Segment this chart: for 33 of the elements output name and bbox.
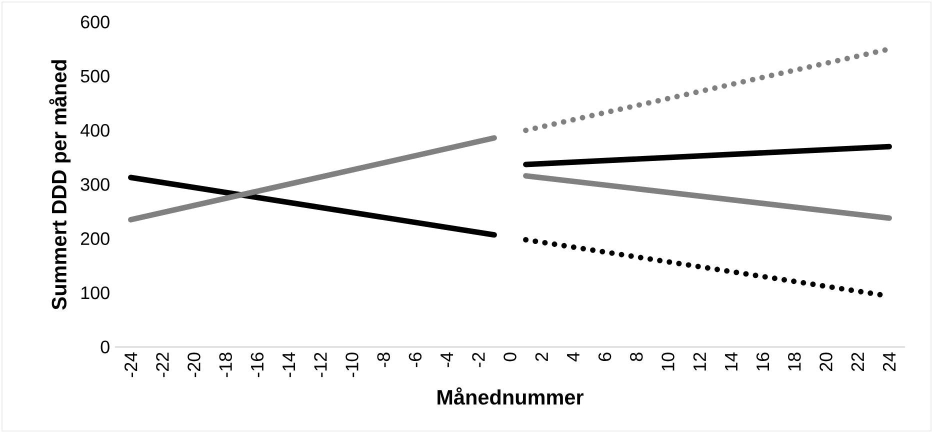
x-tick-label: 10 (662, 352, 674, 371)
y-tick-label: 100 (81, 286, 110, 300)
y-axis-title: Summert DDD per måned (49, 60, 71, 310)
x-tick-label: -22 (156, 352, 169, 378)
y-tick-label: 200 (81, 232, 110, 246)
x-tick-label: 8 (630, 352, 643, 362)
x-tick-label: -2 (472, 352, 485, 368)
y-tick-label: 500 (80, 70, 110, 83)
x-tick-label: 20 (820, 352, 832, 371)
x-tick-label: -24 (124, 352, 138, 378)
x-tick-label: -8 (377, 352, 390, 368)
y-tick-label: 600 (81, 16, 110, 28)
x-tick-label: 14 (725, 352, 738, 371)
x-tick-label: 18 (788, 352, 801, 371)
x-tick-label: -6 (408, 352, 422, 368)
x-tick-label: 16 (756, 352, 770, 371)
x-tick-label: -20 (188, 352, 200, 378)
y-tick-label: 300 (80, 178, 110, 191)
x-tick-label: -12 (314, 352, 327, 378)
x-tick-label: -4 (440, 352, 453, 368)
x-tick-label: 24 (882, 352, 896, 371)
y-tick-label: 400 (80, 124, 110, 137)
x-tick-label: -18 (219, 352, 232, 378)
x-tick-label: 0 (504, 352, 516, 362)
x-tick-label: 4 (567, 352, 580, 362)
x-tick-label: 22 (851, 352, 864, 371)
x-tick-label: 2 (535, 352, 548, 361)
x-tick-label: 6 (598, 352, 612, 361)
x-tick-label: -16 (250, 352, 264, 378)
x-tick-label: -14 (282, 352, 295, 378)
x-axis-title: Månednummer (438, 387, 584, 405)
x-tick-label: -10 (346, 352, 358, 378)
x-tick-label: 12 (693, 352, 706, 371)
